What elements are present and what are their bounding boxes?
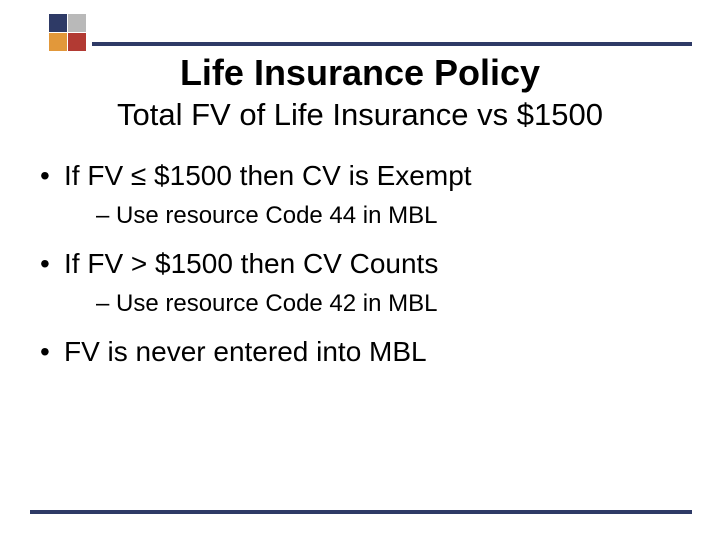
logo-square-orange: [49, 33, 67, 51]
logo-squares: [30, 14, 88, 52]
logo-square-red: [68, 33, 86, 51]
logo-square-gray: [68, 14, 86, 32]
slide-title: Life Insurance Policy: [0, 52, 720, 94]
logo-square-navy: [49, 14, 67, 32]
bullet-level-1: FV is never entered into MBL: [38, 336, 682, 368]
slide-body: If FV ≤ $1500 then CV is Exempt Use reso…: [38, 160, 682, 368]
slide-subtitle: Total FV of Life Insurance vs $1500: [0, 97, 720, 133]
bullet-level-2: Use resource Code 44 in MBL: [38, 202, 682, 230]
bullet-level-1: If FV > $1500 then CV Counts: [38, 248, 682, 280]
top-divider: [92, 42, 692, 46]
bullet-level-1: If FV ≤ $1500 then CV is Exempt: [38, 160, 682, 192]
bottom-divider: [30, 510, 692, 514]
bullet-level-2: Use resource Code 42 in MBL: [38, 290, 682, 318]
